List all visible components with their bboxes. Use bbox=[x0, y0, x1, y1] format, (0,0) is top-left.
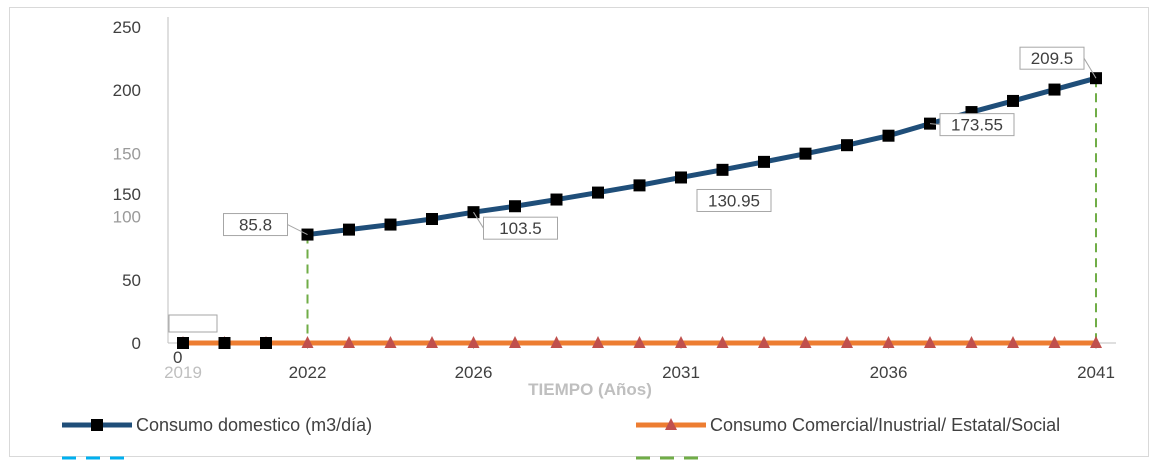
legend-entry: Consumo domestico (m3/día) bbox=[62, 415, 372, 435]
series-point-domestic bbox=[675, 171, 687, 184]
series-point-commercial bbox=[841, 336, 853, 348]
series-point-commercial bbox=[426, 336, 438, 348]
series-point-commercial bbox=[509, 336, 521, 348]
data-labels: 0 85.8 103.5 130.95 173.55 209.5 bbox=[168, 46, 1097, 367]
series-point-domestic bbox=[384, 218, 397, 231]
legend: Consumo domestico (m3/día) Consumo Comerc… bbox=[62, 415, 1060, 460]
series-point-commercial bbox=[343, 336, 355, 348]
chart-frame bbox=[9, 7, 1149, 457]
data-label-text: 209.5 bbox=[1031, 49, 1074, 68]
data-label-text: 103.5 bbox=[499, 219, 542, 238]
x-tick-label: 2019 bbox=[164, 363, 202, 382]
data-label-text: 173.55 bbox=[951, 116, 1003, 135]
y-tick-label: 100 bbox=[113, 208, 141, 227]
data-label-text: 130.95 bbox=[708, 191, 760, 210]
y-tick-label: 0 bbox=[132, 334, 141, 353]
series-point-commercial bbox=[1090, 336, 1102, 348]
series-point-commercial bbox=[1007, 336, 1019, 348]
series-point-commercial bbox=[592, 336, 604, 348]
series-point-domestic bbox=[758, 155, 770, 168]
x-tick-label: 2041 bbox=[1077, 363, 1115, 382]
series-point-domestic bbox=[426, 213, 438, 226]
series-point-commercial bbox=[1048, 336, 1061, 348]
series-point-domestic bbox=[550, 193, 563, 206]
x-tick-label: 2036 bbox=[870, 363, 908, 382]
y-tick-label: 150 bbox=[113, 144, 141, 163]
series-point-commercial bbox=[384, 336, 397, 348]
legend-marker-square bbox=[91, 419, 103, 431]
data-label: 85.8 bbox=[223, 213, 308, 237]
reference-lines bbox=[306, 78, 1097, 343]
series-point-domestic bbox=[841, 139, 853, 152]
y-tick-label: 200 bbox=[113, 81, 141, 100]
series-point-commercial bbox=[301, 336, 314, 348]
series-point-domestic bbox=[882, 129, 895, 142]
series-point-domestic bbox=[1048, 83, 1061, 96]
data-label-text: 0 bbox=[173, 348, 182, 367]
x-tick-label: 2031 bbox=[662, 363, 700, 382]
series-point-domestic bbox=[633, 179, 646, 192]
series-point-domestic bbox=[343, 223, 355, 236]
data-label: 209.5 bbox=[1019, 46, 1097, 79]
y-tick-label: 150 bbox=[113, 185, 141, 204]
x-axis-title: TIEMPO (Años) bbox=[528, 380, 652, 399]
legend-label: Consumo Comercial/Inustrial/ Estatal/Soc… bbox=[710, 415, 1060, 435]
x-tick-label: 2026 bbox=[455, 363, 493, 382]
series-point-domestic bbox=[716, 163, 729, 176]
series-point-domestic bbox=[592, 186, 604, 199]
series-point-domestic bbox=[1007, 94, 1019, 107]
data-label-box bbox=[168, 314, 218, 333]
data-label-text: 85.8 bbox=[239, 216, 272, 235]
series-point-commercial bbox=[924, 336, 936, 348]
series-point-domestic bbox=[177, 337, 189, 349]
data-label-leader bbox=[473, 211, 484, 229]
series-point-commercial bbox=[716, 336, 729, 348]
data-label: 103.5 bbox=[473, 211, 558, 240]
data-label: 130.95 bbox=[696, 188, 772, 212]
legend-entry: Consumo Comercial/Inustrial/ Estatal/Soc… bbox=[636, 415, 1060, 435]
series-point-domestic bbox=[799, 147, 812, 160]
legend-marker-triangle bbox=[665, 418, 677, 430]
series-point-commercial bbox=[675, 336, 687, 348]
data-label-box bbox=[696, 188, 772, 212]
y-tick-label: 50 bbox=[122, 271, 141, 290]
series-point-commercial bbox=[799, 336, 812, 348]
series-point-domestic bbox=[218, 337, 231, 349]
series-point-commercial bbox=[965, 336, 978, 348]
data-label-leader bbox=[1083, 57, 1097, 79]
x-tick-label: 2022 bbox=[289, 363, 327, 382]
legend-label: Consumo domestico (m3/día) bbox=[136, 415, 372, 435]
data-label-leader bbox=[929, 123, 941, 126]
y-tick-label: 250 bbox=[113, 18, 141, 37]
data-label-leader bbox=[287, 224, 308, 235]
series-point-commercial bbox=[633, 336, 646, 348]
series-point-domestic bbox=[260, 337, 272, 349]
series-point-commercial bbox=[550, 336, 563, 348]
series-point-domestic bbox=[509, 200, 521, 213]
series-point-commercial bbox=[467, 336, 480, 348]
series-point-commercial bbox=[882, 336, 895, 348]
data-label: 173.55 bbox=[929, 113, 1015, 137]
data-label: 0 bbox=[168, 314, 218, 367]
series-point-commercial bbox=[758, 336, 770, 348]
